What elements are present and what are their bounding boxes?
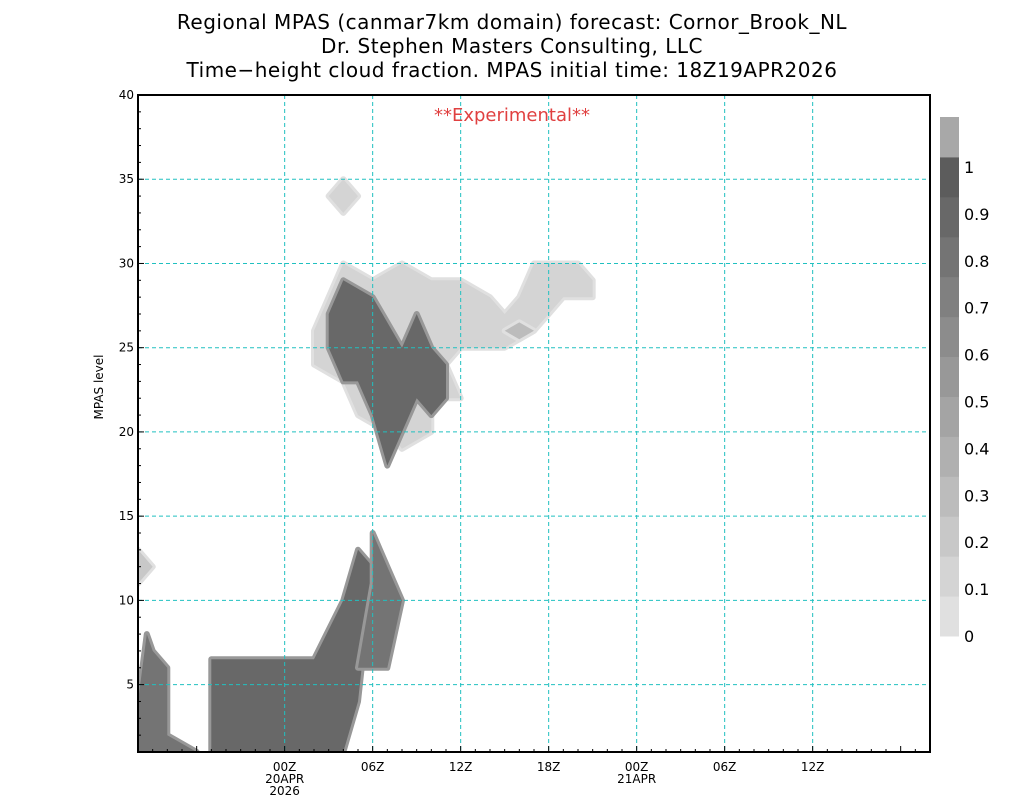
cloud-region-6 [325,176,361,216]
title-block: Regional MPAS (canmar7km domain) forecas… [0,10,1024,82]
colorbar-band-0 [940,596,959,637]
y-axis: 5 10 15 20 25 30 35 40 [119,88,144,753]
colorbar-band-2 [940,516,959,557]
x-tick-label-30: 00Z [625,760,649,774]
frame-rect [137,94,931,753]
title-line-2: Dr. Stephen Masters Consulting, LLC [321,34,703,58]
x-tick-label-30-sub1: 21APR [617,772,656,786]
colorbar-band-12 [940,117,959,158]
colorbar-label-0.5: 0.5 [964,393,989,412]
colorbar-band-4 [940,436,959,477]
colorbar-label-0.2: 0.2 [964,533,989,552]
colorbar-label-0.4: 0.4 [964,439,989,458]
colorbar-band-6 [940,356,959,397]
x-tick-label-36: 06Z [713,760,737,774]
colorbar-band-8 [940,276,959,318]
colorbar-band-9 [940,236,959,278]
y-axis-label: MPAS level [92,355,106,420]
title-line-3: Time−height cloud fraction. MPAS initial… [186,58,838,82]
colorbar-band-1 [940,556,959,597]
y-tick-label-40: 40 [119,88,134,102]
colorbar-label-0.1: 0.1 [964,580,989,599]
y-tick-label-35: 35 [119,172,134,186]
plot-frame [137,94,931,753]
y-tick-label-30: 30 [119,256,134,270]
colorbar-band-5 [940,396,959,437]
y-tick-label-5: 5 [126,678,134,692]
plot-area [138,176,596,752]
grid [138,95,930,752]
x-tick-label-6: 00Z [273,760,297,774]
x-tick-label-18: 12Z [449,760,473,774]
colorbar-label-0: 0 [964,627,974,646]
colorbar-label-0.9: 0.9 [964,205,989,224]
colorbar-label-0.7: 0.7 [964,299,989,318]
y-tick-label-10: 10 [119,593,134,607]
cloud-region-1 [138,631,200,752]
colorbar-band-11 [940,156,959,198]
colorbar-band-3 [940,476,959,517]
colorbar-label-0.6: 0.6 [964,346,989,365]
title-line-1: Regional MPAS (canmar7km domain) forecas… [176,10,848,34]
colorbar-label-0.3: 0.3 [964,486,989,505]
x-tick-label-6-sub1: 20APR [265,772,304,786]
x-tick-label-42: 12Z [801,760,825,774]
cloud-region-5 [325,277,449,469]
colorbar-band-7 [940,316,959,358]
x-tick-label-6-sub2: 2026 [269,784,300,798]
y-tick-label-15: 15 [119,509,134,523]
y-tick-label-25: 25 [119,341,134,355]
experimental-annotation: **Experimental** [434,105,590,126]
colorbar-label-1: 1 [964,158,974,177]
x-tick-label-24: 18Z [537,760,561,774]
cloud-region-2 [208,546,376,752]
y-tick-label-20: 20 [119,425,134,439]
cloud-region-7 [501,319,537,343]
colorbar-band-10 [940,196,959,238]
colorbar-label-0.8: 0.8 [964,252,989,271]
cloud-region-0 [138,546,156,587]
x-tick-label-12: 06Z [361,760,385,774]
colorbar: 0 0.1 0.2 0.3 0.4 0.5 0.6 0.7 0.8 0.9 1 [940,117,989,646]
